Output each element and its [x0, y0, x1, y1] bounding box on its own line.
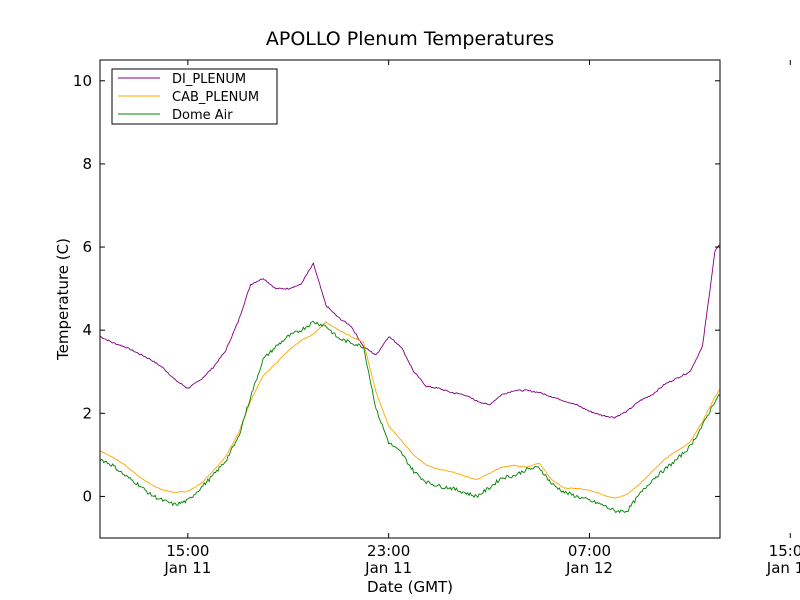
- series-line-di-plenum: [100, 244, 720, 419]
- series-line-cab-plenum: [100, 320, 720, 499]
- y-tick-label: 0: [82, 487, 92, 505]
- y-tick-label: 6: [82, 238, 92, 256]
- y-tick-label: 10: [73, 72, 92, 90]
- series-line-dome-air: [100, 320, 720, 514]
- legend: DI_PLENUM CAB_PLENUM Dome Air: [111, 68, 278, 125]
- x-tick-date: Jan 12: [766, 559, 800, 577]
- x-tick-time: 23:00: [367, 542, 410, 560]
- y-axis-label: Temperature (C): [54, 238, 72, 361]
- plot-frame: [99, 59, 721, 539]
- y-axis: 0 2 4 6 8 10: [73, 72, 720, 505]
- chart-title: APOLLO Plenum Temperatures: [266, 28, 554, 50]
- y-tick-label: 4: [82, 321, 92, 339]
- x-tick-date: Jan 11: [364, 559, 412, 577]
- legend-label: DI_PLENUM: [172, 72, 246, 87]
- legend-label: Dome Air: [172, 108, 233, 123]
- x-tick-time: 15:00: [166, 542, 209, 560]
- y-tick-label: 2: [82, 404, 92, 422]
- x-axis-label: Date (GMT): [367, 578, 453, 596]
- x-tick-time: 07:00: [568, 542, 611, 560]
- x-tick-time: 15:00: [769, 542, 800, 560]
- x-tick-date: Jan 11: [163, 559, 211, 577]
- legend-label: CAB_PLENUM: [172, 90, 259, 105]
- y-tick-label: 8: [82, 155, 92, 173]
- x-tick-date: Jan 12: [565, 559, 613, 577]
